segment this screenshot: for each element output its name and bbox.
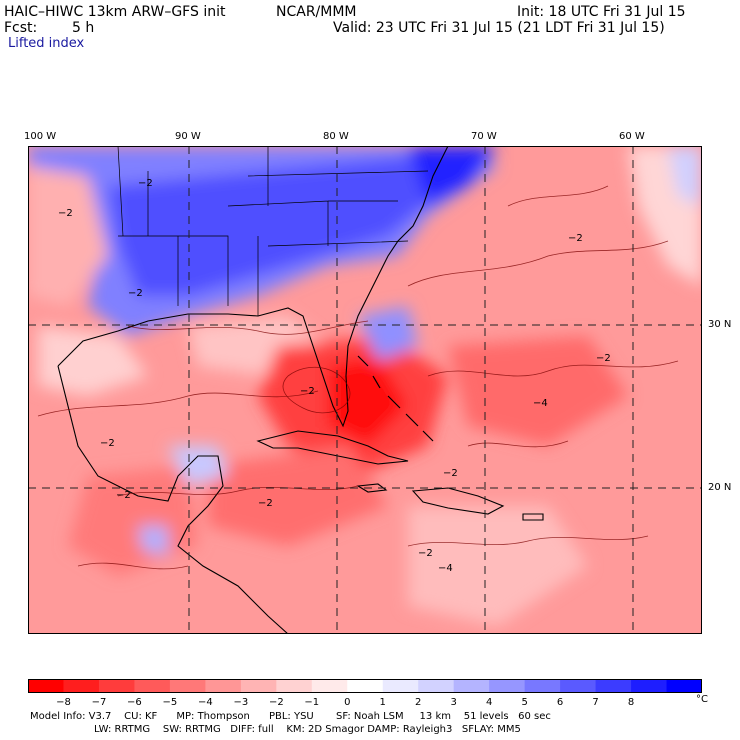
model-title: HAIC–HIWC 13km ARW–GFS init (4, 4, 226, 20)
state-borders (117, 146, 429, 316)
contour-line (427, 360, 679, 377)
valid-time: Valid: 23 UTC Fri 31 Jul 15 (21 LDT Fri … (333, 20, 665, 36)
contour-line (282, 367, 351, 414)
colorbar-tick-label: 1 (379, 697, 386, 708)
init-time: Init: 18 UTC Fri 31 Jul 15 (517, 4, 686, 20)
contour-label: −2 (138, 178, 153, 189)
contour-label: −2 (258, 498, 273, 509)
colorbar-swatch (276, 679, 313, 693)
contour-label: −2 (568, 233, 583, 244)
coastline-hispaniola (411, 487, 505, 515)
coastline-mexico (57, 365, 289, 634)
field-stable-texas (28, 166, 108, 306)
colorbar-swatch (240, 679, 277, 693)
lon-label-60w: 60 W (619, 131, 645, 142)
colorbar-swatch (524, 679, 561, 693)
organization-label: NCAR/MMM (276, 4, 357, 20)
colorbar-swatch (98, 679, 135, 693)
colorbar-tick-label: 7 (592, 697, 599, 708)
field-stable-core (108, 156, 448, 296)
field-name: Lifted index (8, 36, 85, 51)
contour-label: −2 (128, 288, 143, 299)
field-stable-east (668, 146, 702, 206)
colorbar-swatch (560, 679, 597, 693)
colorbar-frame (28, 679, 702, 693)
field-stable-honduras (138, 526, 168, 556)
contour-line (117, 485, 359, 497)
contour-label: −2 (116, 490, 131, 501)
lon-label-90w: 90 W (175, 131, 201, 142)
lon-label-80w: 80 W (323, 131, 349, 142)
bahamas-islands (357, 355, 434, 442)
field-core-bahamas (328, 356, 408, 446)
colorbar-tick-label: 8 (627, 697, 635, 708)
contour-line (77, 562, 189, 570)
lat-label-30n: 30 N (708, 319, 732, 330)
coastline-jamaica (356, 483, 388, 493)
colorbar-swatch (666, 679, 702, 693)
colorbar-swatch (134, 679, 171, 693)
colorbar-tick-label: −4 (197, 697, 213, 708)
colorbar-swatch (347, 679, 384, 693)
contour-label: −2 (100, 438, 115, 449)
colorbar-tick-label: 5 (521, 697, 528, 708)
field-stable-offshore (358, 306, 418, 361)
colorbar-tick-label: 4 (485, 697, 493, 708)
colorbar-tick-label: −6 (127, 697, 142, 708)
colorbar-tick-label: −3 (233, 697, 249, 708)
colorbar-swatch (595, 679, 632, 693)
contour-line (467, 440, 569, 448)
contour-line (37, 390, 319, 417)
coastline-cuba (256, 430, 409, 465)
unit-label: °C (696, 694, 708, 705)
map-frame (28, 146, 702, 634)
contour-line (407, 240, 669, 287)
contour-label: −4 (533, 398, 548, 409)
colorbar-swatch (311, 679, 348, 693)
colorbar-swatch (28, 679, 64, 693)
colorbar-tick-label: 3 (450, 697, 457, 708)
lon-label-100w: 100 W (24, 131, 57, 142)
contour-label: −2 (418, 548, 433, 559)
colorbar-swatch (169, 679, 206, 693)
colorbar-swatch (205, 679, 242, 693)
forecast-label: Fcst: (4, 20, 38, 36)
lifted-index-colorbar (28, 679, 702, 693)
contour-label: −4 (438, 563, 453, 574)
forecast-hour: 5 h (72, 20, 95, 36)
field-core-atlantic (448, 336, 628, 446)
colorbar-tick-label: 2 (415, 697, 422, 708)
colorbar-swatch (418, 679, 455, 693)
lon-label-70w: 70 W (471, 131, 497, 142)
model-info-line-1: Model Info: V3.7 CU: KF MP: Thompson PBL… (30, 711, 551, 722)
colorbar-tick-label: 0 (344, 697, 351, 708)
colorbar-tick-label: −8 (56, 697, 71, 708)
colorbar-swatch (63, 679, 100, 693)
field-pale-south (408, 506, 588, 626)
contour-line (407, 535, 649, 547)
colorbar-tick-label: 6 (556, 697, 564, 708)
colorbar-tick-label: −1 (304, 697, 320, 708)
contour-label: −2 (443, 468, 458, 479)
contour-label: −2 (58, 208, 73, 219)
colorbar-swatch (382, 679, 419, 693)
field-pale-gulf (38, 326, 148, 396)
contour-label: −2 (300, 386, 315, 397)
field-core-caribbean (208, 446, 388, 546)
colorbar-tick-label: −2 (268, 697, 284, 708)
colorbar-swatch (631, 679, 668, 693)
coastline-gulf-east (57, 146, 449, 428)
model-info-line-2: LW: RRTMG SW: RRTMG DIFF: full KM: 2D Sm… (94, 724, 521, 735)
lat-label-20n: 20 N (708, 482, 732, 493)
field-stable-northeast (408, 146, 498, 206)
contour-label: −2 (596, 353, 611, 364)
contour-line (127, 320, 369, 335)
colorbar-tick-label: −5 (162, 697, 178, 708)
lifted-index-map: −2 −2 −2 −2 −2 −2 −2 −2 −2 −4 −4 −2 −2 (28, 146, 702, 634)
contour-line (507, 185, 609, 207)
coastline-puerto-rico (522, 513, 544, 521)
colorbar-tick-label: −7 (91, 697, 107, 708)
colorbar-swatch (489, 679, 526, 693)
colorbar-swatch (453, 679, 490, 693)
